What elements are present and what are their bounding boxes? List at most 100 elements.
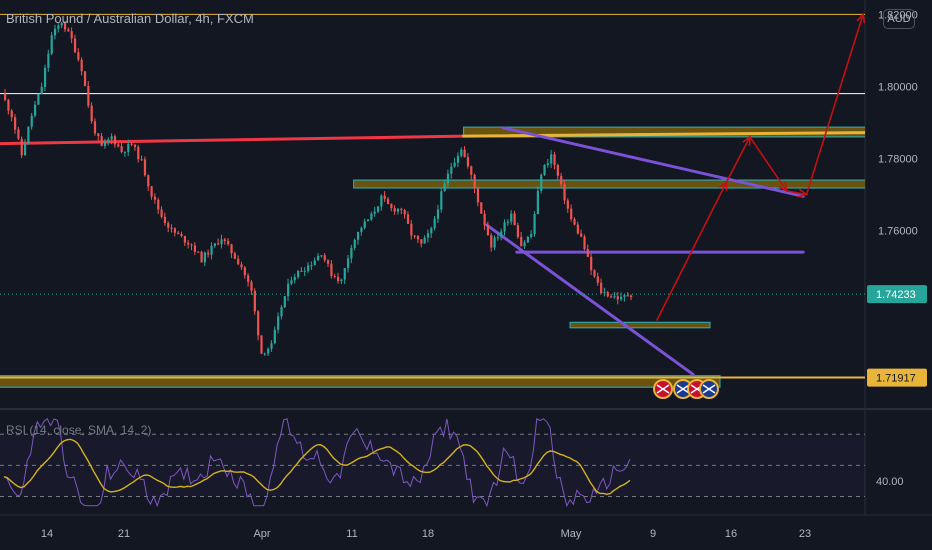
candle-body [626, 295, 629, 297]
candle-body [310, 265, 313, 267]
candle-body [50, 35, 53, 54]
projection-arrowhead [718, 180, 728, 191]
time-tick-label: May [561, 528, 582, 540]
candle-body [73, 38, 77, 53]
candle-body [523, 242, 526, 247]
candle-body [297, 270, 300, 278]
candle-body [37, 93, 40, 105]
candle-body [123, 151, 127, 153]
flag-cross-icon [676, 384, 690, 394]
candle-body [630, 295, 633, 298]
candle-body [210, 245, 213, 255]
candle-body [500, 231, 503, 238]
candle-body [150, 186, 153, 197]
candle-body [207, 252, 210, 255]
candle-body [317, 255, 320, 261]
candle-body [200, 251, 203, 263]
candle-body [327, 260, 330, 264]
upper-resistance-zone [462, 126, 865, 138]
candle-body [506, 221, 510, 223]
candle-body [493, 237, 496, 248]
candle-body [300, 270, 303, 272]
candle-body [443, 183, 446, 192]
candle-body [376, 206, 380, 212]
time-tick-label: 21 [118, 528, 130, 540]
projection-arrowhead [742, 135, 751, 146]
candle-body [93, 121, 97, 134]
price-tick-label: 1.76000 [878, 226, 918, 238]
candle-body [87, 85, 90, 106]
red-resistance-line [0, 134, 466, 146]
currency-button[interactable]: AUD [883, 9, 915, 29]
candle-body [546, 163, 549, 166]
candle-body [593, 270, 596, 277]
candle-body [606, 292, 609, 297]
upper-trendline [502, 126, 805, 198]
candle-body [556, 165, 559, 176]
candle-body [333, 276, 336, 278]
candle-body [416, 235, 420, 240]
candle-body [130, 143, 133, 145]
candle-body [536, 190, 539, 214]
candle-body [270, 343, 273, 349]
candle-body [616, 296, 619, 300]
candle-body [476, 188, 480, 203]
candle-body [57, 25, 60, 29]
candle-body [450, 166, 453, 174]
entry-zone [569, 321, 711, 329]
candle-body [563, 184, 566, 201]
candle-body [540, 174, 543, 191]
candle-body [140, 159, 143, 161]
candle-body [610, 296, 613, 298]
time-tick-label: 14 [41, 528, 53, 540]
candle-body [413, 235, 416, 237]
candle-body [343, 268, 346, 280]
candle-body [356, 231, 360, 240]
candle-body [233, 253, 236, 259]
candle-body [53, 28, 57, 36]
candle-body [20, 138, 23, 156]
candle-body [17, 129, 20, 139]
support-price-tag-bg [867, 368, 927, 387]
candle-body [420, 239, 423, 244]
candle-body [533, 213, 536, 235]
candle-body [580, 233, 583, 237]
candle-body [267, 348, 270, 354]
candle-body [440, 191, 443, 210]
candle-body [530, 234, 533, 238]
projection-path [655, 14, 864, 321]
candle-body [553, 154, 556, 166]
candle-body [603, 292, 606, 294]
candle-body [217, 243, 220, 245]
price-tick-label: 1.80000 [878, 81, 918, 93]
candle-body [137, 146, 140, 160]
candle-body [240, 264, 243, 268]
candle-body [510, 213, 513, 222]
candle-body [30, 115, 33, 127]
current-price-tag: 1.74233 [876, 289, 916, 301]
candle-body [70, 31, 73, 39]
candle-body [613, 296, 616, 298]
candle-body [243, 267, 246, 276]
candle-body [393, 208, 396, 212]
candle-body [583, 236, 586, 250]
candle-body [43, 67, 47, 88]
candle-body [120, 146, 123, 152]
candle-body [90, 105, 93, 122]
candle-body [623, 295, 626, 297]
lower-trendline [485, 223, 695, 377]
candle-body [173, 228, 177, 233]
candle-body [600, 282, 603, 294]
time-tick-label: 9 [650, 528, 656, 540]
candle-body [516, 225, 520, 237]
candle-body [63, 23, 67, 30]
support-zone [0, 375, 721, 388]
candle-body [486, 225, 490, 236]
candle-body [213, 243, 216, 246]
rsi-line [3, 418, 631, 508]
candle-body [147, 175, 150, 187]
candle-body [247, 275, 250, 282]
candle-body [77, 52, 80, 60]
candle-body [40, 87, 43, 94]
